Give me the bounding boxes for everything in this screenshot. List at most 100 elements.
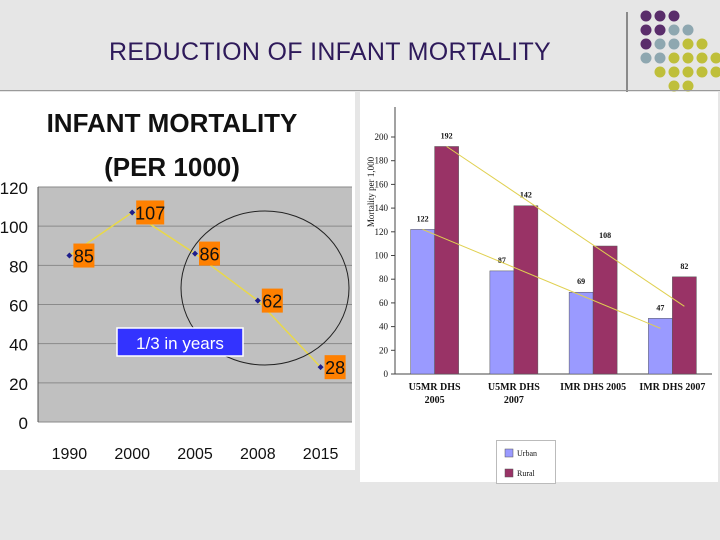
data-point xyxy=(129,209,136,216)
bar-value-label: 82 xyxy=(680,262,688,271)
bar-value-label: 87 xyxy=(498,256,506,265)
decorative-dot xyxy=(654,66,666,78)
urban-rural-bar-chart: 0 20 40 60 80 100 120 140 160 180 200 Mortality per… xyxy=(366,107,712,406)
data-label: 62 xyxy=(262,292,282,312)
data-label: 28 xyxy=(325,358,345,378)
decorative-dot xyxy=(668,38,680,50)
decorative-dot xyxy=(696,66,708,78)
legend-swatch xyxy=(504,448,514,458)
y-tick-label: 20 xyxy=(379,345,389,355)
data-label-box xyxy=(199,241,220,266)
decorative-dot xyxy=(682,24,694,36)
decorative-dot xyxy=(710,52,720,64)
bar-value-label: 192 xyxy=(441,131,453,140)
chart-legend: Urban Rural xyxy=(496,440,556,484)
y-tick-label: 140 xyxy=(375,203,389,213)
bar-rural xyxy=(672,276,697,375)
decorative-dot xyxy=(640,10,652,22)
decorative-dot xyxy=(696,52,708,64)
decorative-dot xyxy=(654,10,666,22)
y-tick-label: 120 xyxy=(375,227,389,237)
urban-rural-chart-panel: 0 20 40 60 80 100 120 140 160 180 200 Mortality per… xyxy=(360,92,718,482)
legend-label: Urban xyxy=(517,449,537,458)
decorative-dots xyxy=(640,10,720,92)
data-point xyxy=(317,364,324,371)
decorative-dot xyxy=(710,66,720,78)
y-tick-label: 60 xyxy=(379,298,389,308)
decorative-dot xyxy=(654,38,666,50)
y-tick-label: 160 xyxy=(375,179,389,189)
y-tick-label: 40 xyxy=(379,322,389,332)
bar-urban xyxy=(410,229,435,375)
data-label: 85 xyxy=(74,247,94,267)
infant-mortality-chart-panel: 0 20 40 60 80 100 120 1990 2000 2005 2008 2015 INFAN… xyxy=(0,92,355,470)
bar-value-label: 69 xyxy=(577,277,585,286)
legend-graphic: Urban Rural xyxy=(504,448,537,478)
y-tick-label: 100 xyxy=(0,218,28,237)
data-label-box xyxy=(261,288,283,313)
decorative-dot xyxy=(668,80,680,92)
y-tick-label: 0 xyxy=(19,414,28,433)
bar-urban xyxy=(489,270,515,375)
x-tick-label: 2005 xyxy=(425,395,445,406)
chart-title: INFANT MORTALITY xyxy=(47,108,298,138)
decorative-dot xyxy=(654,24,666,36)
decorative-dot xyxy=(668,66,680,78)
bar-value-label: 122 xyxy=(417,214,429,223)
annotation-box xyxy=(116,327,244,357)
decorative-dot xyxy=(682,52,694,64)
x-tick-label: 2008 xyxy=(240,446,276,463)
x-tick-label: U5MR DHS xyxy=(409,382,461,393)
data-point xyxy=(254,297,261,304)
data-point xyxy=(192,250,198,257)
slide-title: REDUCTION OF INFANT MORTALITY xyxy=(108,38,552,66)
x-tick-label: IMR DHS 2007 xyxy=(639,382,705,393)
decorative-dot xyxy=(640,38,652,50)
y-tick-label: 120 xyxy=(0,179,28,198)
chart-subtitle: (PER 1000) xyxy=(104,152,240,182)
decorative-dot xyxy=(668,10,680,22)
y-tick-label: 180 xyxy=(375,156,389,166)
decorative-vertical-line xyxy=(626,12,628,107)
decorative-dot xyxy=(654,52,666,64)
y-tick-label: 20 xyxy=(9,375,28,394)
y-tick-label: 200 xyxy=(375,132,389,142)
data-label-box xyxy=(324,355,346,380)
y-tick-label: 40 xyxy=(9,336,28,355)
trend-line-urban xyxy=(422,228,661,329)
trend-line-rural xyxy=(446,146,685,307)
data-point xyxy=(66,252,73,259)
decorative-dot xyxy=(640,24,652,36)
x-tick-label: 2005 xyxy=(177,446,213,463)
decorative-dot xyxy=(682,80,694,92)
y-axis-label: Mortality per 1,000 xyxy=(366,156,376,227)
data-label: 86 xyxy=(199,245,219,265)
bar-rural xyxy=(434,146,459,375)
decorative-dot xyxy=(682,66,694,78)
decorative-dot xyxy=(668,24,680,36)
legend-swatch xyxy=(504,468,514,478)
decorative-dot xyxy=(640,52,652,64)
x-tick-label: 1990 xyxy=(52,446,88,463)
y-tick-label: 0 xyxy=(384,369,389,379)
data-label: 107 xyxy=(135,203,165,223)
x-tick-label: 2007 xyxy=(504,395,524,406)
legend-label: Rural xyxy=(517,469,536,478)
bar-value-label: 108 xyxy=(599,231,611,240)
x-tick-label: U5MR DHS xyxy=(488,382,540,393)
bar-rural xyxy=(513,205,539,375)
x-tick-label: 2015 xyxy=(303,446,339,463)
bar-urban xyxy=(568,291,594,375)
decorative-dot xyxy=(668,52,680,64)
highlight-ellipse xyxy=(180,210,350,366)
bar-value-label: 47 xyxy=(656,303,664,312)
bar-rural xyxy=(592,245,618,375)
y-tick-label: 80 xyxy=(9,257,28,276)
y-tick-label: 80 xyxy=(379,274,389,284)
decorative-dot xyxy=(696,38,708,50)
annotation-text: 1/3 in years xyxy=(136,334,224,353)
bar-value-label: 142 xyxy=(520,191,532,200)
title-divider xyxy=(0,90,720,91)
x-tick-label: IMR DHS 2005 xyxy=(560,382,626,393)
y-tick-label: 100 xyxy=(375,251,389,261)
